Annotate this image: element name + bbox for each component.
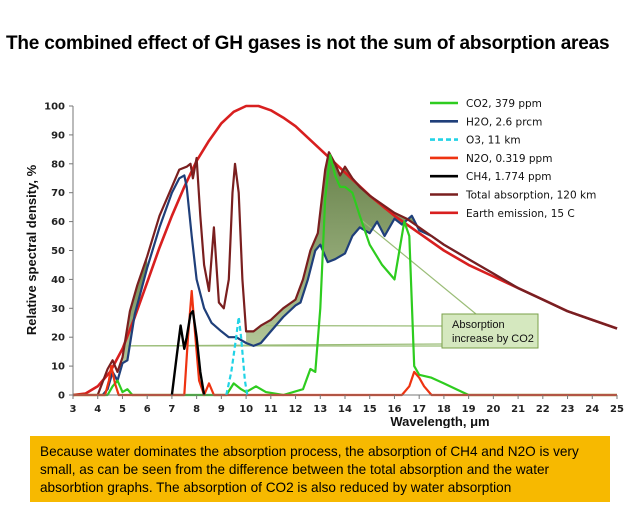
x-tick-label: 15 [363, 404, 377, 415]
legend-label: CH4, 1.774 ppm [466, 171, 552, 183]
legend-label: CO2, 379 ppm [466, 98, 542, 110]
x-axis-label: Wavelength, μm [390, 414, 489, 428]
spectral-chart: 3 4 5 6 7 8 9 10 11 12 13 14 15 16 17 18 19 20 21 22 23 24 25 0… [24, 98, 624, 428]
x-tick-label: 21 [511, 404, 525, 415]
series-line [72, 104, 618, 397]
pointer-line [359, 218, 477, 315]
x-tick-label: 19 [462, 404, 476, 415]
legend-label: Earth emission, 15 C [466, 208, 575, 220]
x-tick-label: 23 [561, 404, 575, 415]
absorption-increase-fill [122, 152, 434, 364]
footnote-box: Because water dominates the absorption p… [30, 436, 610, 502]
series-line [225, 315, 249, 396]
legend-label: N2O, 0.319 ppm [466, 153, 552, 165]
y-tick-label: 40 [51, 275, 65, 286]
x-tick-label: 5 [119, 404, 126, 415]
legend-label: H2O, 2.6 prcm [466, 116, 542, 128]
y-tick-label: 80 [51, 159, 65, 170]
axes [69, 105, 618, 399]
x-tick-label: 10 [239, 404, 253, 415]
x-tick-label: 4 [94, 404, 101, 415]
x-tick-label: 3 [70, 404, 77, 415]
absorption-fill-region [246, 152, 434, 346]
x-tick-label: 8 [193, 404, 200, 415]
x-tick-label: 17 [412, 404, 426, 415]
series-line [73, 289, 617, 397]
y-tick-label: 90 [51, 130, 65, 141]
annotation-box: Absorption increase by CO2 [441, 313, 539, 349]
x-tick-label: 14 [338, 404, 352, 415]
annotation-line-2: increase by CO2 [452, 333, 534, 345]
x-tick-label: 6 [144, 404, 151, 415]
y-tick-label: 10 [51, 362, 65, 373]
x-tick-label: 20 [486, 404, 500, 415]
x-tick-label: 24 [585, 404, 599, 415]
y-tick-label: 20 [51, 333, 65, 344]
y-tick-label: 100 [44, 102, 65, 113]
x-tick-label: 11 [264, 404, 278, 415]
y-tick-label: 30 [51, 304, 65, 315]
y-tick-label: 0 [58, 391, 65, 402]
series-line [96, 151, 618, 396]
tick-labels: 3 4 5 6 7 8 9 10 11 12 13 14 15 16 17 18 19 20 21 22 23 24 25 0… [44, 102, 624, 416]
x-tick-label: 25 [610, 404, 624, 415]
series-line [170, 310, 206, 396]
x-tick-label: 9 [218, 404, 225, 415]
x-tick-label: 22 [536, 404, 550, 415]
legend-label: O3, 11 km [466, 135, 521, 147]
legend: CO2, 379 ppm H2O, 2.6 prcm O3, 11 km N2O, 0… [430, 98, 596, 220]
y-axis-label: Relative spectral density, % [24, 164, 39, 335]
y-tick-label: 50 [51, 246, 65, 257]
y-tick-label: 70 [51, 188, 65, 199]
x-tick-label: 12 [289, 404, 303, 415]
x-tick-label: 18 [437, 404, 451, 415]
legend-label: Total absorption, 120 km [465, 190, 596, 202]
x-tick-label: 7 [168, 404, 175, 415]
y-tick-label: 60 [51, 217, 65, 228]
x-tick-label: 13 [313, 404, 327, 415]
chart-title: The combined effect of GH gases is not t… [6, 33, 610, 54]
annotation-line-1: Absorption [452, 319, 505, 331]
x-tick-label: 16 [387, 404, 401, 415]
